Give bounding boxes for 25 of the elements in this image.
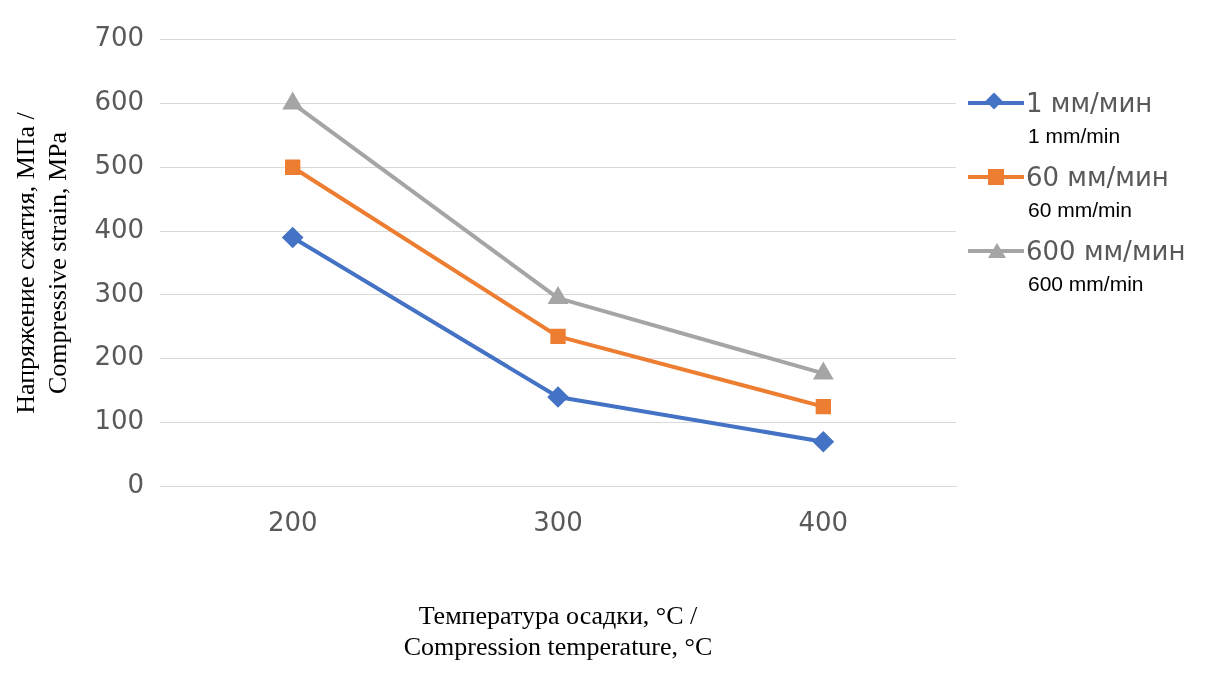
- x-axis-title: Температура осадки, °C / Compression temperature, °C: [403, 601, 713, 662]
- y-tick-label: 100: [94, 405, 145, 436]
- x-tick-label: 200: [267, 506, 318, 537]
- legend-label: 1 мм/мин 1 mm/min: [1026, 88, 1154, 148]
- x-tick-label: 300: [533, 506, 583, 537]
- point: [548, 387, 569, 408]
- point: [815, 398, 831, 415]
- y-tick-label: 0: [127, 469, 145, 500]
- point: [283, 93, 302, 110]
- x-tick-label: 400: [798, 506, 849, 537]
- y-tick-label: 400: [94, 213, 145, 244]
- y-tick-label: 700: [94, 22, 145, 53]
- point: [550, 328, 566, 345]
- y-tick-label: 200: [94, 341, 145, 372]
- y-tick-label: 600: [94, 86, 145, 117]
- y-tick-label: 300: [94, 277, 145, 308]
- point: [814, 363, 833, 380]
- legend-label: 600 мм/мин 600 mm/min: [1026, 236, 1186, 296]
- point: [813, 431, 834, 452]
- y-tick-label: 500: [94, 150, 145, 181]
- legend-label: 60 мм/мин 60 mm/min: [1026, 162, 1170, 222]
- point: [285, 159, 301, 175]
- y-axis-title: Напряжение сжатия, МПа / Compressive strain, MPa: [11, 111, 72, 414]
- point: [549, 288, 567, 305]
- point: [282, 227, 303, 248]
